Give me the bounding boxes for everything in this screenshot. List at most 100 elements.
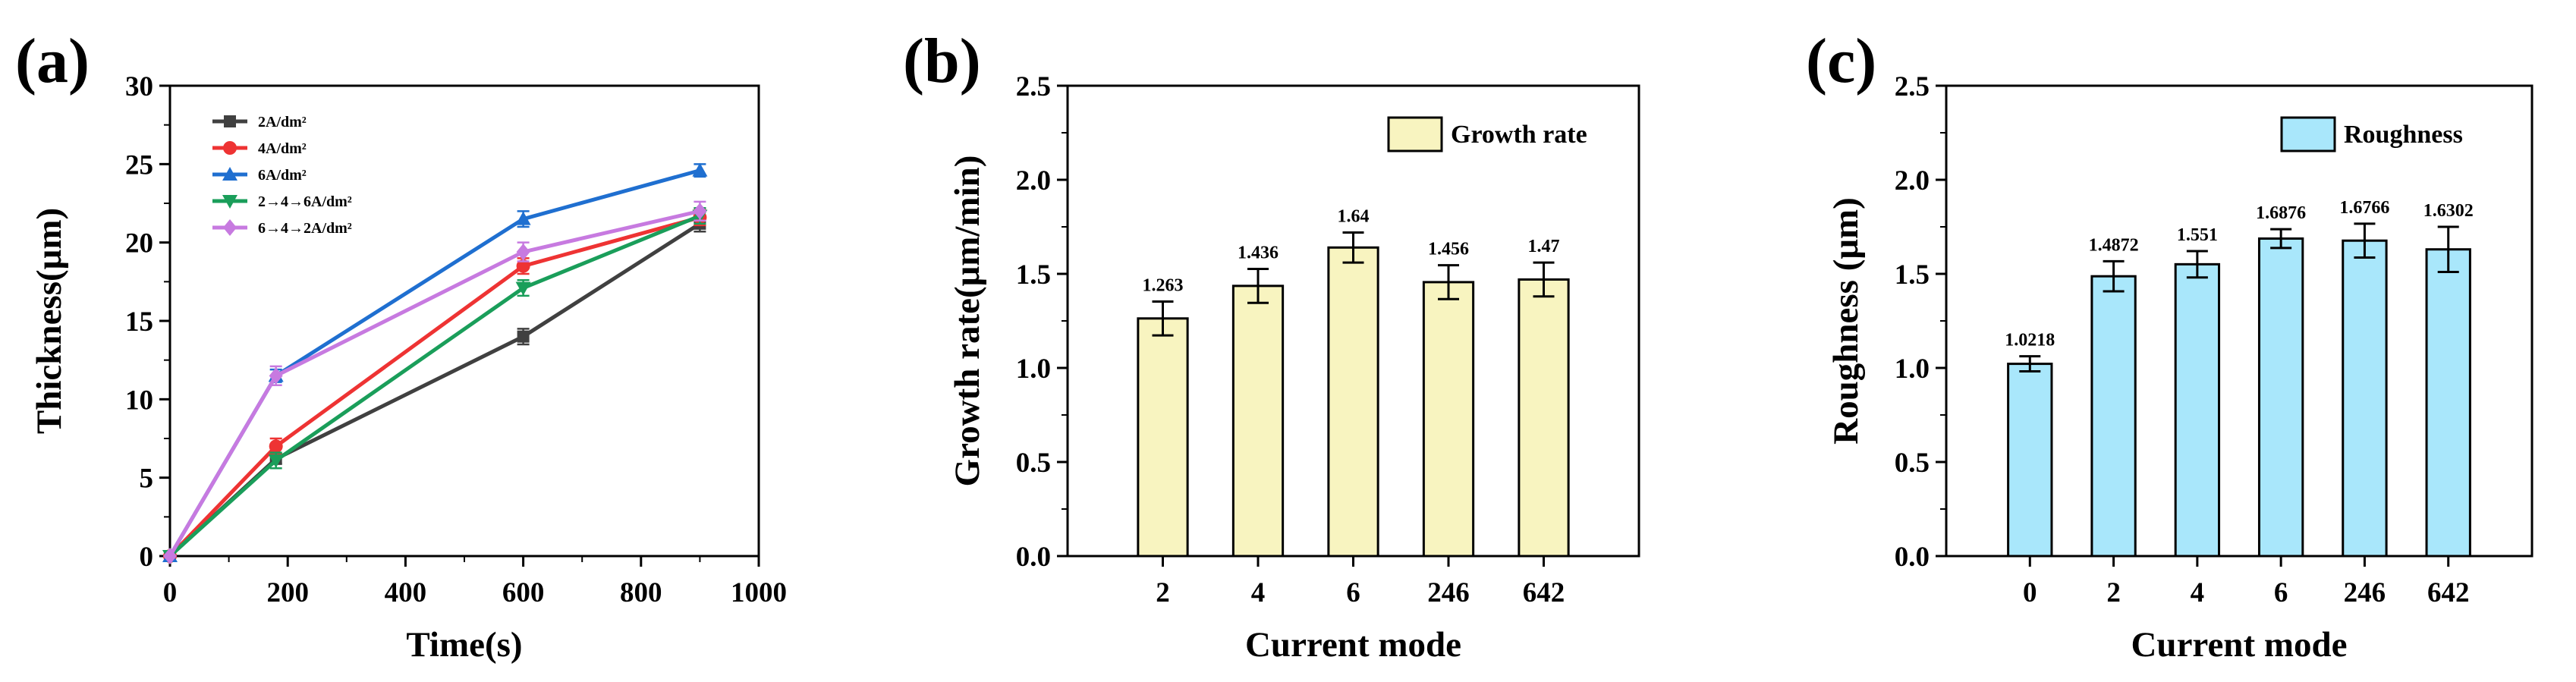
x-tick-label: 642 <box>1523 577 1565 608</box>
bar <box>1137 317 1189 558</box>
data-marker <box>693 203 707 220</box>
legend: Roughness <box>2280 116 2463 152</box>
data-label: 1.456 <box>1428 240 1469 259</box>
legend-label: 6A/dm² <box>258 167 307 184</box>
x-tick-label: 246 <box>2344 577 2386 608</box>
y-tick-label: 30 <box>125 71 153 102</box>
x-axis-title: Current mode <box>2131 625 2347 665</box>
data-label: 1.263 <box>1143 275 1184 295</box>
x-tick-label: 0 <box>2023 577 2037 608</box>
x-axis-title: Time(s) <box>406 625 522 665</box>
series <box>162 162 708 562</box>
legend: Growth rate <box>1387 116 1587 152</box>
x-tick-label: 400 <box>385 577 427 608</box>
bar <box>1327 246 1379 558</box>
y-tick-label: 2.0 <box>1016 165 1051 196</box>
y-tick-label: 0.0 <box>1895 542 1930 573</box>
y-tick-label: 0.5 <box>1016 448 1051 479</box>
data-label: 1.47 <box>1528 237 1560 256</box>
series-line <box>168 214 701 558</box>
bar <box>2174 262 2221 558</box>
y-tick-label: 2.0 <box>1895 165 1930 196</box>
data-marker <box>223 219 237 236</box>
x-axis-title: Current mode <box>1245 625 1461 665</box>
y-tick-label: 20 <box>125 228 153 259</box>
bar <box>2342 239 2388 558</box>
panel-b-bar-chart: (b) Growth rate(μm/min) Current mode 0.0 0.5… <box>903 26 1640 665</box>
panel-label: (b) <box>903 26 981 96</box>
x-tick-label: 4 <box>2191 577 2205 608</box>
legend-label: Roughness <box>2344 121 2463 149</box>
series-line <box>168 215 701 558</box>
data-marker <box>517 330 530 343</box>
data-marker <box>224 115 236 127</box>
legend-label: 2→4→6A/dm² <box>258 193 352 210</box>
y-tick-label: 15 <box>125 306 153 338</box>
legend: 2A/dm² 4A/dm² 6A/dm² 2→4→6A/dm² 6→4→2A/dm² <box>212 114 352 237</box>
x-tick-label: 642 <box>2427 577 2470 608</box>
y-tick-label: 2.5 <box>1016 71 1051 102</box>
bar <box>1518 278 1570 558</box>
data-marker <box>515 281 531 296</box>
series <box>162 206 708 564</box>
data-marker <box>222 195 237 209</box>
data-label: 1.551 <box>2177 225 2218 245</box>
y-tick-label: 0.0 <box>1016 542 1051 573</box>
legend-label: 2A/dm² <box>258 114 307 130</box>
legend-swatch <box>2280 116 2336 152</box>
series <box>164 215 706 562</box>
y-axis-title: Thickness(μm) <box>30 208 69 434</box>
x-tick-label: 1000 <box>731 577 787 608</box>
bar <box>2257 237 2304 558</box>
x-tick-label: 2 <box>2106 577 2121 608</box>
x-tick-label: 800 <box>620 577 662 608</box>
data-marker <box>269 367 283 385</box>
series <box>163 209 707 563</box>
data-label: 1.436 <box>1238 244 1279 263</box>
data-label: 1.4872 <box>2089 235 2139 255</box>
legend-label: 4A/dm² <box>258 140 307 157</box>
y-tick-label: 25 <box>125 149 153 181</box>
x-tick-label: 246 <box>1427 577 1470 608</box>
panel-a-line-chart: (a) Thickness(μm) Time(s) 0 5 10 15 20 25 30 0 200 4… <box>15 26 787 665</box>
x-tick-label: 4 <box>1251 577 1266 608</box>
legend-label: Growth rate <box>1451 121 1587 149</box>
bar <box>2090 275 2137 558</box>
x-tick-label: 0 <box>163 577 178 608</box>
data-label: 1.64 <box>1338 206 1370 226</box>
data-marker <box>516 259 530 273</box>
y-tick-label: 1.5 <box>1895 259 1930 291</box>
series-line <box>168 209 700 558</box>
data-marker <box>269 439 283 454</box>
x-tick-label: 6 <box>2274 577 2288 608</box>
panel-c-bar-chart: (c) Roughness (μm) Current mode 0.0 0.5 1.0 1.… <box>1806 26 2534 665</box>
x-tick-label: 2 <box>1156 577 1170 608</box>
bar <box>1422 281 1475 558</box>
data-marker <box>268 454 284 468</box>
bar <box>1231 284 1285 558</box>
data-marker <box>223 141 237 155</box>
panel-label: (a) <box>15 26 90 96</box>
data-label: 1.6302 <box>2423 201 2474 221</box>
x-tick-label: 600 <box>502 577 545 608</box>
y-axis-title: Growth rate(μm/min) <box>948 156 987 487</box>
data-marker <box>692 162 708 177</box>
legend-swatch <box>1387 116 1443 152</box>
data-marker <box>222 167 237 181</box>
bar <box>2425 248 2471 558</box>
bar <box>2007 363 2053 558</box>
y-tick-label: 1.5 <box>1016 259 1051 291</box>
y-tick-label: 5 <box>140 464 154 495</box>
y-tick-label: 2.5 <box>1895 71 1930 102</box>
data-marker <box>163 548 177 564</box>
data-label: 1.0218 <box>2005 331 2055 350</box>
panel-label: (c) <box>1806 26 1876 96</box>
data-marker <box>516 244 530 261</box>
y-axis-title: Roughness (μm) <box>1826 197 1866 445</box>
y-tick-label: 0.5 <box>1895 448 1930 479</box>
series <box>163 200 707 564</box>
data-label: 1.6766 <box>2339 198 2389 218</box>
data-marker <box>515 211 531 225</box>
y-tick-label: 0 <box>140 542 154 573</box>
